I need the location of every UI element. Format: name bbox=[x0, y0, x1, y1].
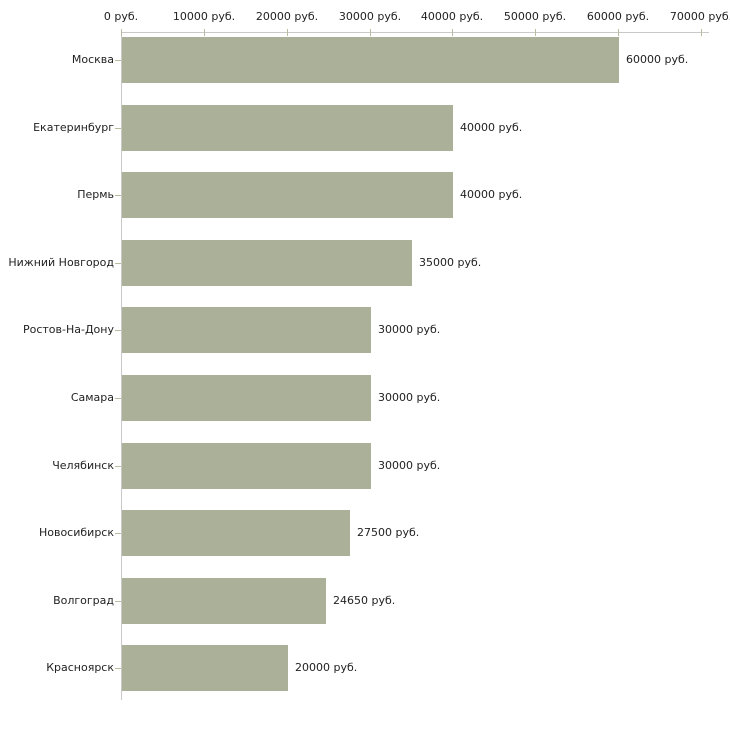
category-label: Нижний Новгород bbox=[8, 256, 114, 269]
category-label: Пермь bbox=[77, 188, 114, 201]
x-axis-tick-mark bbox=[701, 29, 702, 36]
category-label: Челябинск bbox=[52, 459, 114, 472]
x-axis-tick-mark bbox=[204, 29, 205, 36]
x-axis-tick-label: 60000 руб. bbox=[586, 10, 650, 23]
bar bbox=[122, 375, 371, 421]
category-label: Екатеринбург bbox=[33, 121, 114, 134]
category-label: Москва bbox=[71, 53, 114, 66]
bar bbox=[122, 443, 371, 489]
x-axis-tick-mark bbox=[121, 29, 122, 36]
y-axis-line bbox=[121, 32, 122, 700]
y-axis-tick-mark bbox=[115, 533, 121, 534]
bar bbox=[122, 240, 412, 286]
value-label: 20000 руб. bbox=[295, 661, 358, 674]
category-label: Самара bbox=[70, 391, 114, 404]
y-axis-tick-mark bbox=[115, 128, 121, 129]
y-axis-tick-mark bbox=[115, 466, 121, 467]
value-label: 30000 руб. bbox=[378, 391, 441, 404]
x-axis-tick-mark bbox=[452, 29, 453, 36]
x-axis-tick-label: 40000 руб. bbox=[420, 10, 484, 23]
x-axis-tick-label: 70000 руб. bbox=[669, 10, 730, 23]
x-axis-tick-label: 50000 руб. bbox=[503, 10, 567, 23]
x-axis-tick-mark bbox=[370, 29, 371, 36]
bar bbox=[122, 645, 288, 691]
value-label: 35000 руб. bbox=[419, 256, 482, 269]
bar bbox=[122, 172, 453, 218]
value-label: 30000 руб. bbox=[378, 459, 441, 472]
y-axis-tick-mark bbox=[115, 263, 121, 264]
y-axis-tick-mark bbox=[115, 60, 121, 61]
value-label: 40000 руб. bbox=[460, 121, 523, 134]
y-axis-tick-mark bbox=[115, 601, 121, 602]
bar bbox=[122, 37, 619, 83]
value-label: 60000 руб. bbox=[626, 53, 689, 66]
x-axis-tick-mark bbox=[535, 29, 536, 36]
category-label: Волгоград bbox=[53, 594, 114, 607]
value-label: 24650 руб. bbox=[333, 594, 396, 607]
y-axis-tick-mark bbox=[115, 668, 121, 669]
y-axis-tick-mark bbox=[115, 398, 121, 399]
y-axis-tick-mark bbox=[115, 195, 121, 196]
x-axis-line bbox=[121, 32, 709, 33]
y-axis-tick-mark bbox=[115, 330, 121, 331]
x-axis-tick-mark bbox=[618, 29, 619, 36]
value-label: 40000 руб. bbox=[460, 188, 523, 201]
category-label: Новосибирск bbox=[38, 526, 114, 539]
bar bbox=[122, 105, 453, 151]
value-label: 27500 руб. bbox=[357, 526, 420, 539]
bar bbox=[122, 578, 326, 624]
x-axis-tick-label: 30000 руб. bbox=[338, 10, 402, 23]
category-label: Красноярск bbox=[46, 661, 114, 674]
value-label: 30000 руб. bbox=[378, 323, 441, 336]
bar bbox=[122, 510, 350, 556]
category-label: Ростов-На-Дону bbox=[22, 323, 114, 336]
bar bbox=[122, 307, 371, 353]
x-axis-tick-label: 0 руб. bbox=[103, 10, 139, 23]
x-axis-tick-label: 20000 руб. bbox=[255, 10, 319, 23]
x-axis-tick-mark bbox=[287, 29, 288, 36]
x-axis-tick-label: 10000 руб. bbox=[172, 10, 236, 23]
